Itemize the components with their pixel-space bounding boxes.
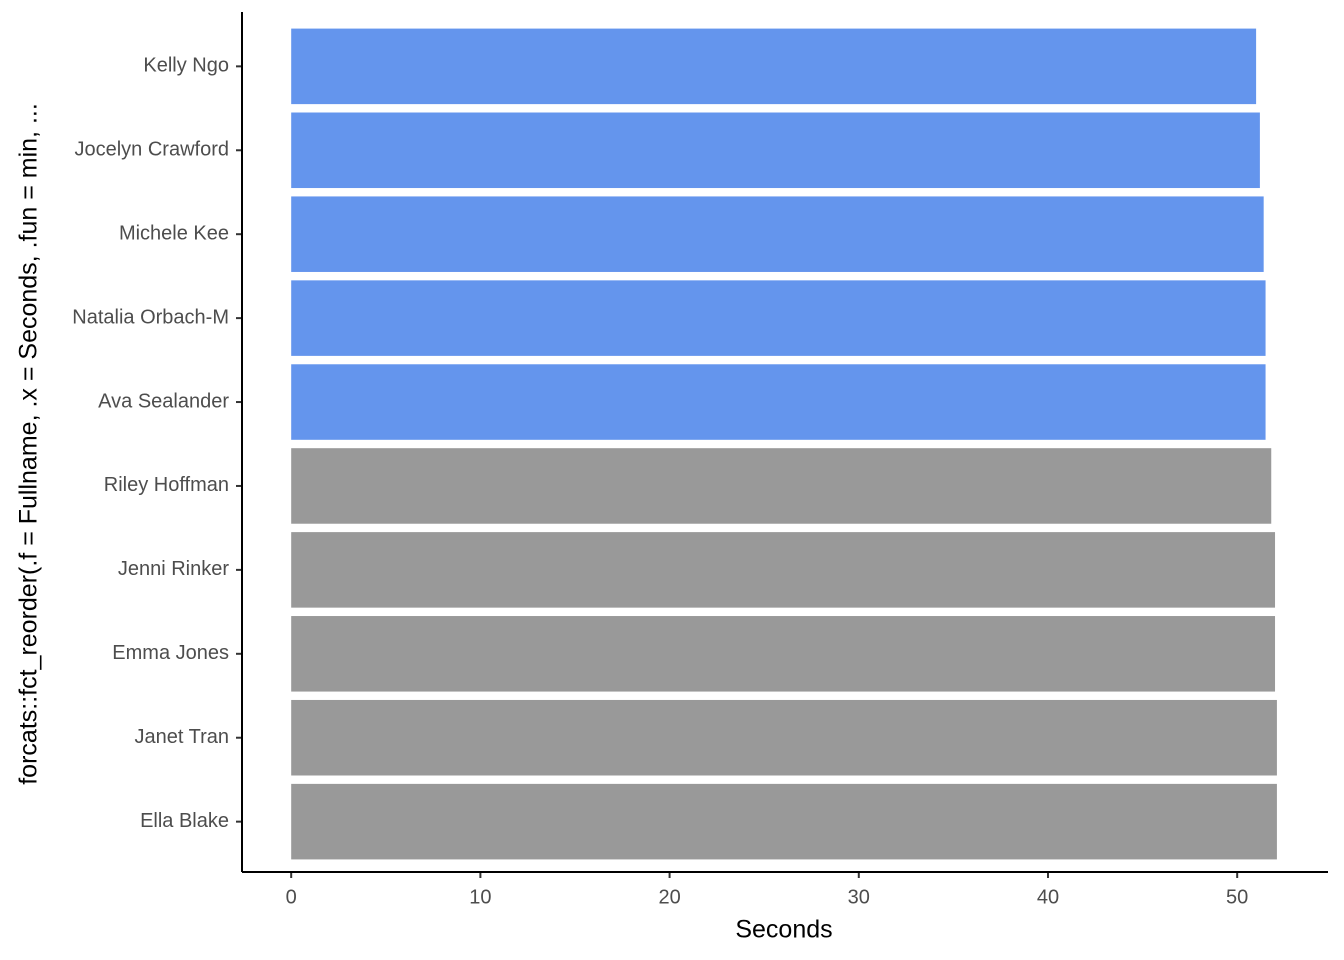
bar bbox=[291, 280, 1266, 356]
x-axis-title: Seconds bbox=[735, 916, 832, 944]
bar bbox=[291, 616, 1276, 692]
x-tick-label: 50 bbox=[1226, 886, 1248, 908]
y-tick-label: Ella Blake bbox=[140, 810, 229, 832]
x-tick-label: 30 bbox=[848, 886, 870, 908]
y-tick-label: Jocelyn Crawford bbox=[74, 139, 229, 161]
bar bbox=[291, 112, 1260, 189]
y-tick-label: Kelly Ngo bbox=[143, 55, 229, 77]
bar bbox=[291, 448, 1272, 524]
bar bbox=[291, 196, 1264, 272]
x-tick-label: 0 bbox=[286, 886, 297, 908]
bar bbox=[291, 783, 1277, 860]
y-tick-label: Emma Jones bbox=[112, 642, 229, 664]
y-axis-title: forcats::fct_reorder(.f = Fullname, .x =… bbox=[15, 103, 43, 785]
y-tick-label: Jenni Rinker bbox=[118, 558, 230, 580]
y-tick-label: Ava Sealander bbox=[98, 390, 229, 412]
y-tick-label: Riley Hoffman bbox=[104, 474, 229, 496]
x-tick-label: 20 bbox=[658, 886, 680, 908]
y-tick-label: Michele Kee bbox=[119, 222, 229, 244]
x-tick-label: 40 bbox=[1037, 886, 1059, 908]
y-tick-label: Janet Tran bbox=[134, 726, 229, 748]
x-tick-label: 10 bbox=[469, 886, 491, 908]
bar bbox=[291, 532, 1276, 608]
y-tick-label: Natalia Orbach-M bbox=[72, 306, 229, 328]
bar bbox=[291, 699, 1277, 776]
bar bbox=[291, 28, 1257, 105]
bar bbox=[291, 364, 1266, 440]
